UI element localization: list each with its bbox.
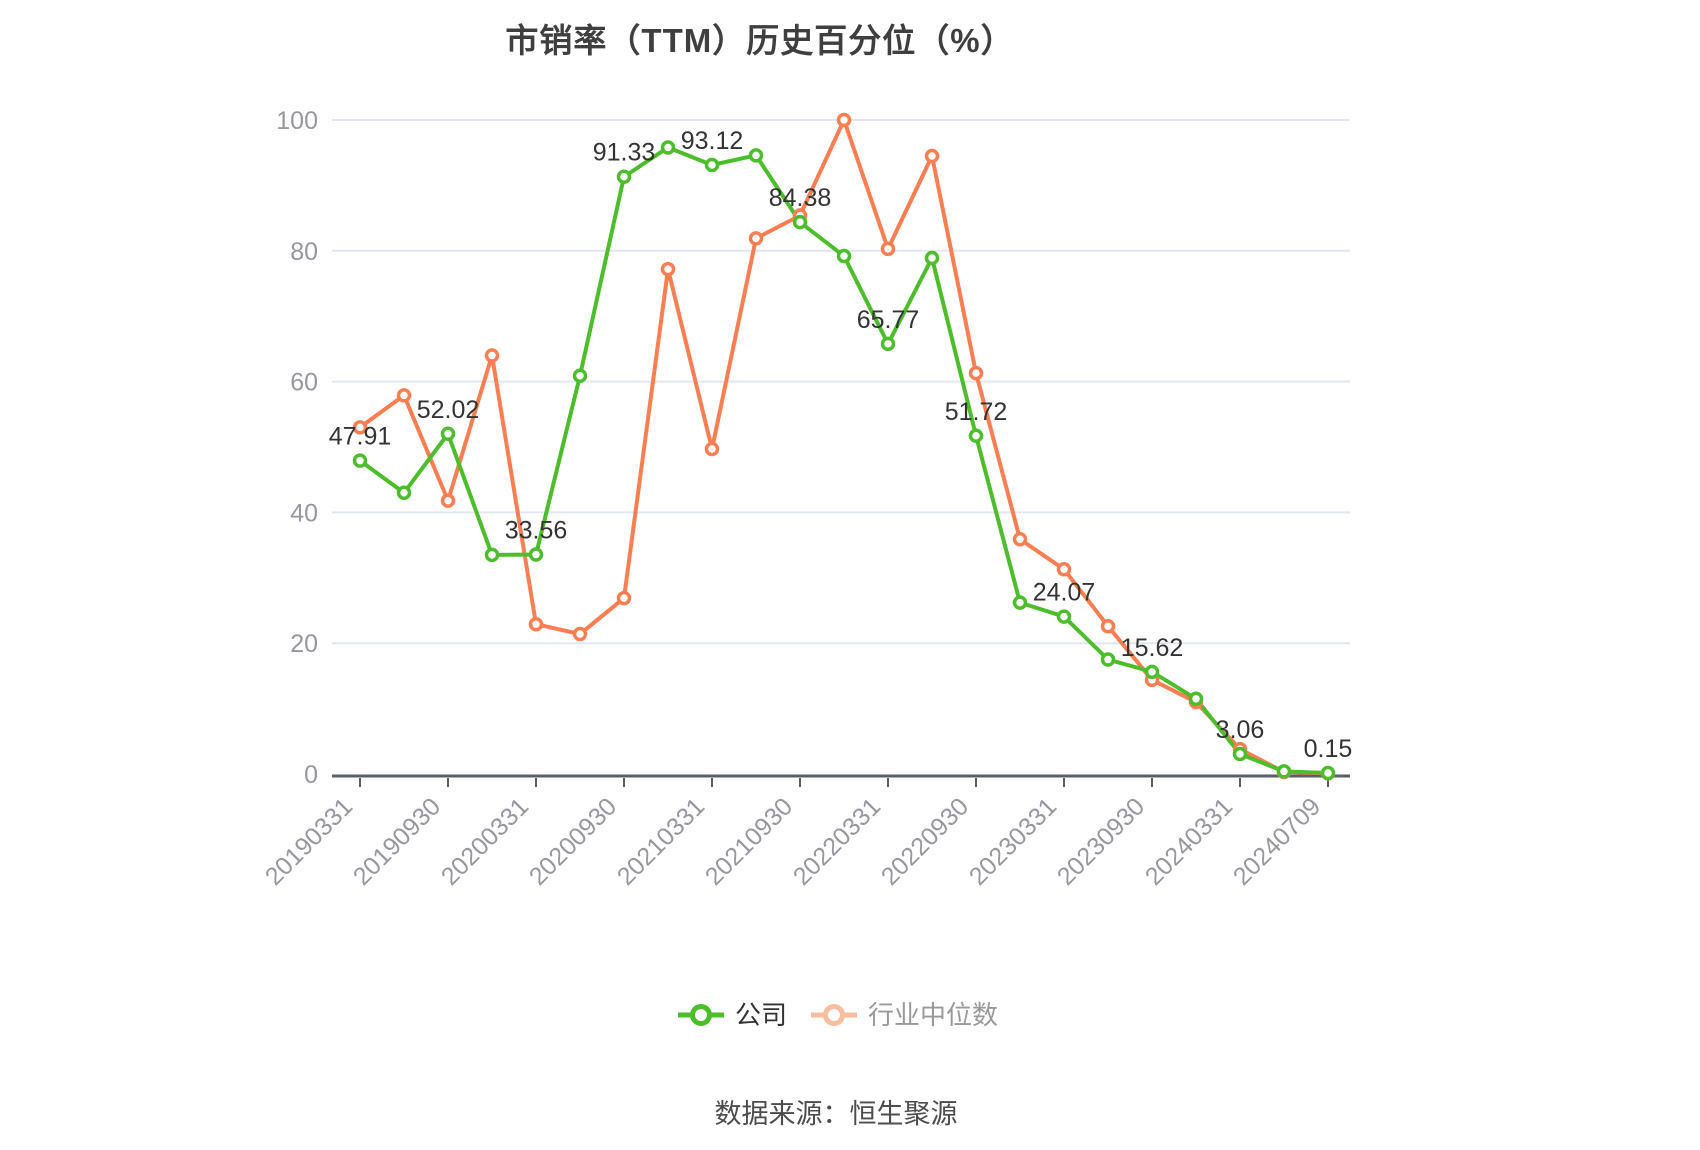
legend-label-company: 公司 (734, 1000, 787, 1030)
data-point (572, 626, 588, 642)
data-point (660, 140, 676, 155)
data-point (748, 231, 764, 246)
data-point-label: 65.77 (857, 306, 920, 334)
data-point-label: 3.06 (1216, 716, 1265, 744)
data-point (704, 441, 720, 457)
legend-label-industry-median: 行业中位数 (868, 1000, 999, 1030)
x-axis-tick-label: 20190331 (260, 792, 358, 890)
data-point (396, 485, 412, 501)
series-company-points (352, 140, 1336, 781)
x-axis-labels: 2019033120190930202003312020093020210331… (260, 792, 1326, 890)
series-company-line (358, 145, 1330, 776)
data-point (1056, 562, 1072, 577)
industry-median-legend-line-icon (811, 1004, 857, 1026)
data-point-label: 47.91 (329, 423, 392, 451)
data-point (836, 248, 852, 264)
data-point-label: 15.62 (1121, 634, 1184, 662)
x-axis-tick-label: 20190930 (348, 792, 446, 890)
data-point (792, 214, 808, 230)
x-axis-tick-label: 20230331 (964, 792, 1062, 890)
y-axis-labels: 0 20 40 60 80 100 (276, 107, 318, 789)
data-point (836, 112, 852, 128)
x-axis-tick-label: 20230930 (1052, 792, 1150, 890)
data-point-label: 33.56 (505, 517, 568, 545)
x-axis-ticks (359, 778, 1329, 787)
data-point (1012, 531, 1028, 547)
data-point (968, 428, 984, 444)
chart-title: 市销率（TTM）历史百分位（%） (505, 22, 1015, 59)
y-axis-tick-label: 20 (290, 630, 318, 658)
x-axis-tick-label: 20240709 (1228, 792, 1326, 890)
x-axis-tick-label: 20200930 (524, 792, 622, 890)
x-axis-tick-label: 20220331 (788, 792, 886, 890)
data-point-label: 51.72 (945, 398, 1008, 426)
data-point (440, 493, 456, 508)
data-point (1100, 618, 1116, 634)
series-industry-median-line (358, 118, 1330, 776)
data-point (968, 365, 984, 381)
data-point (924, 250, 940, 266)
data-point-label: 0.15 (1304, 735, 1353, 763)
y-axis-tick-label: 60 (290, 369, 318, 397)
data-point (880, 241, 896, 257)
data-point (616, 169, 632, 184)
x-axis-tick-label: 20240331 (1140, 792, 1238, 890)
point-labels: 47.91 52.02 33.56 91.33 93.12 84.38 65.77 51.72… (329, 127, 1353, 763)
y-axis-tick-label: 40 (290, 499, 318, 527)
data-point (1144, 664, 1160, 680)
data-point (396, 388, 412, 403)
data-point-label: 24.07 (1033, 579, 1096, 607)
data-point (748, 148, 764, 163)
data-point (1100, 652, 1116, 667)
data-point (1320, 765, 1336, 781)
data-point-label: 91.33 (593, 139, 656, 167)
y-axis-tick-label: 80 (290, 238, 318, 266)
source-note: 数据来源：恒生聚源 (714, 1099, 958, 1129)
y-axis-tick-label: 0 (304, 761, 318, 789)
data-point-label: 84.38 (769, 184, 832, 212)
series-industry-median-points (352, 112, 1336, 781)
data-point (484, 348, 500, 363)
data-point (880, 336, 896, 352)
x-axis-tick-label: 20200331 (436, 792, 534, 890)
legend-item-industry-median[interactable]: 行业中位数 (809, 1000, 998, 1030)
data-point (440, 426, 456, 442)
legend-item-company[interactable]: 公司 (676, 1000, 787, 1030)
data-point (484, 547, 500, 563)
x-axis-tick-label: 20210930 (700, 792, 798, 890)
data-point (924, 148, 940, 164)
x-axis-tick-label: 20210331 (612, 792, 710, 890)
y-axis-tick-label: 100 (276, 107, 318, 135)
data-point (1276, 764, 1292, 779)
data-point (704, 157, 720, 173)
legend: 公司 行业中位数 (0, 1000, 1674, 1030)
x-axis-tick-label: 20220930 (876, 792, 974, 890)
data-point (352, 420, 368, 435)
data-point (660, 261, 676, 277)
data-point (1232, 746, 1248, 762)
data-point (572, 368, 588, 383)
data-point (528, 547, 544, 562)
data-point (352, 453, 368, 468)
data-point-label: 52.02 (417, 396, 480, 424)
data-point (1056, 609, 1072, 624)
data-point (1012, 595, 1028, 610)
data-point (528, 616, 544, 632)
company-legend-line-icon (677, 1004, 724, 1026)
data-point (616, 590, 632, 606)
data-point (1188, 691, 1204, 707)
data-point-label: 93.12 (681, 127, 744, 155)
